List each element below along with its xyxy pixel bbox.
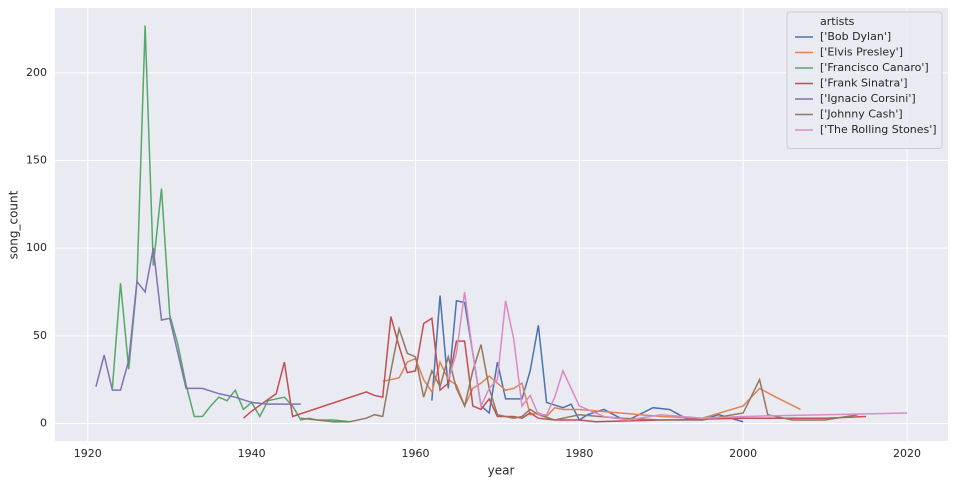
series-line (447, 291, 908, 421)
legend-label: ['Ignacio Corsini'] (820, 92, 916, 105)
x-tick-label: 1920 (74, 447, 102, 460)
x-tick-label: 2020 (893, 447, 921, 460)
y-tick-label: 200 (26, 66, 47, 79)
legend-label: ['Francisco Canaro'] (820, 61, 929, 74)
x-tick-label: 1960 (401, 447, 429, 460)
legend-title: artists (820, 15, 855, 28)
legend-label: ['Frank Sinatra'] (820, 77, 908, 90)
legend-label: ['Elvis Presley'] (820, 46, 903, 59)
x-axis-label: year (488, 464, 515, 478)
series-line (95, 248, 301, 405)
x-tick-label: 1980 (565, 447, 593, 460)
legend-label: ['Johnny Cash'] (820, 108, 903, 121)
x-tick-label: 1940 (238, 447, 266, 460)
y-tick-label: 50 (33, 329, 47, 342)
y-axis-label: song_count (7, 190, 21, 259)
y-tick-label: 100 (26, 241, 47, 254)
series-line (111, 25, 351, 423)
y-tick-label: 150 (26, 154, 47, 167)
series-line (300, 325, 858, 423)
y-tick-label: 0 (40, 416, 47, 429)
x-tick-label: 2000 (729, 447, 757, 460)
series-line (242, 316, 867, 423)
legend-label: ['The Rolling Stones'] (820, 123, 937, 136)
legend-box (786, 11, 943, 149)
series-line (382, 357, 801, 419)
legend-label: ['Bob Dylan'] (820, 30, 891, 43)
